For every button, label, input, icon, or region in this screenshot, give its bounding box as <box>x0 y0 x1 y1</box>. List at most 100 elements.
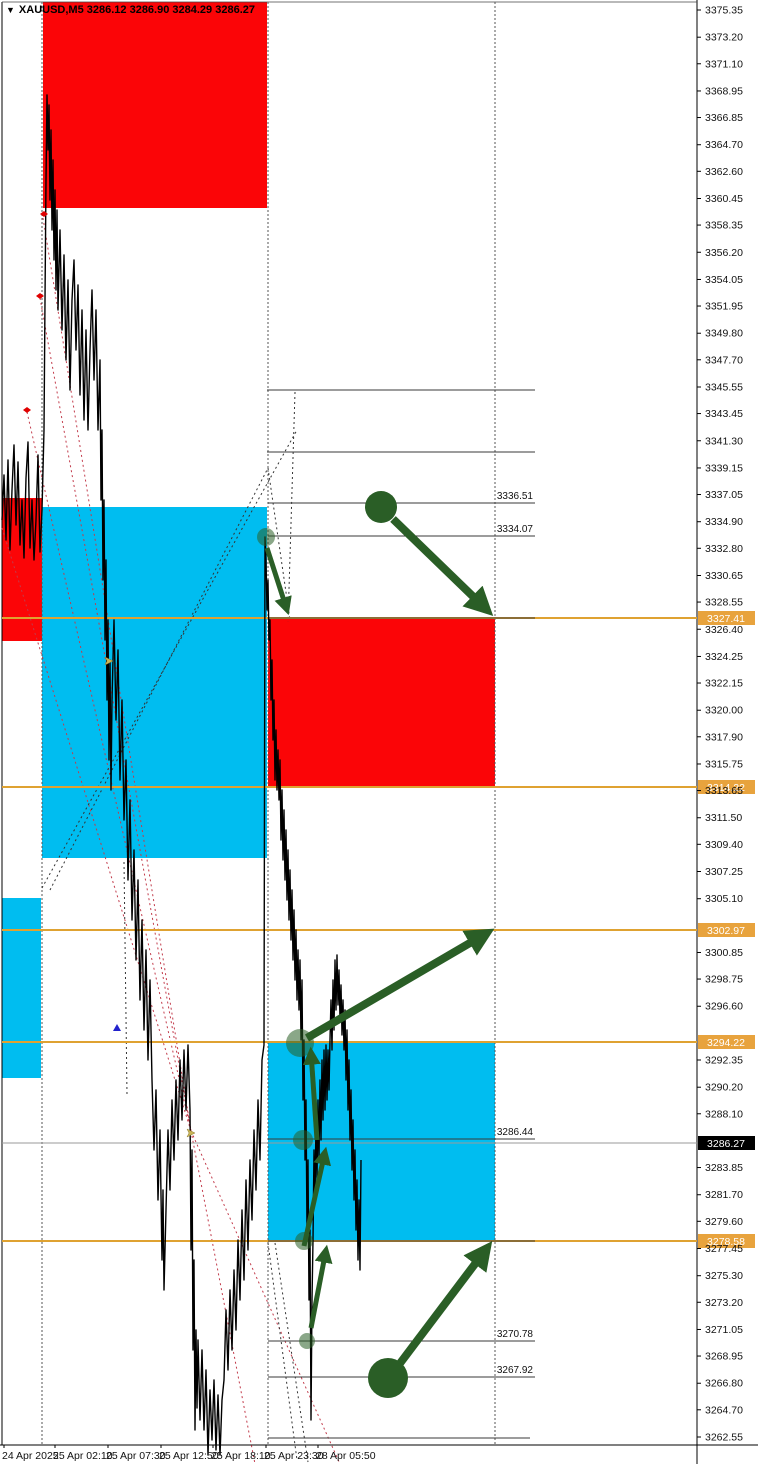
trendline-dotted-black[interactable] <box>123 861 128 1096</box>
price-axis-label: 3275.30 <box>705 1270 743 1282</box>
entry-point-dot[interactable] <box>368 1358 408 1398</box>
price-axis-label: 3368.95 <box>705 85 743 97</box>
price-axis-label: 3281.70 <box>705 1189 743 1201</box>
price-axis-label: 3307.25 <box>705 866 743 878</box>
trendline-dotted-black[interactable] <box>267 467 291 621</box>
entry-point-dot[interactable] <box>365 491 397 523</box>
trade-direction-arrow-small[interactable] <box>301 1146 332 1247</box>
entry-point-dot[interactable] <box>286 1029 314 1057</box>
target-price-label: 3334.07 <box>497 524 534 535</box>
price-axis-label: 3332.80 <box>705 543 743 555</box>
trendline-dotted-red[interactable] <box>1 527 192 1132</box>
price-axis-label: 3343.45 <box>705 408 743 420</box>
price-axis-label: 3283.85 <box>705 1162 743 1174</box>
level-price-label: 3302.97 <box>707 925 745 937</box>
supply-zone[interactable] <box>268 618 495 787</box>
price-axis-label: 3277.45 <box>705 1243 743 1255</box>
price-axis-label: 3341.30 <box>705 435 743 447</box>
entry-point-dot[interactable] <box>299 1333 315 1349</box>
current-price-label: 3286.27 <box>707 1138 745 1150</box>
trendline-dotted-red[interactable] <box>190 1130 256 1464</box>
target-price-label: 3267.92 <box>497 1365 534 1376</box>
trendline-dotted-red[interactable] <box>42 217 192 1132</box>
price-axis-label: 3300.85 <box>705 947 743 959</box>
price-axis-label: 3366.85 <box>705 112 743 124</box>
fractal-marker-icon <box>186 1128 196 1138</box>
price-axis-label: 3309.40 <box>705 839 743 851</box>
price-axis-label: 3313.65 <box>705 785 743 797</box>
entry-point-dot[interactable] <box>295 1232 313 1250</box>
demand-zone[interactable] <box>42 507 267 858</box>
time-axis-label: 25 Apr 02:10 <box>53 1450 113 1462</box>
price-axis-label: 3292.35 <box>705 1055 743 1067</box>
time-axis-label: 28 Apr 05:50 <box>316 1450 376 1462</box>
price-axis-label: 3337.05 <box>705 489 743 501</box>
price-axis-label: 3288.10 <box>705 1108 743 1120</box>
trade-direction-arrow[interactable] <box>304 928 495 1042</box>
price-axis-label: 3317.90 <box>705 731 743 743</box>
price-axis-label: 3356.20 <box>705 247 743 259</box>
entry-point-dot[interactable] <box>293 1130 313 1150</box>
price-axis-label: 3320.00 <box>705 705 743 717</box>
level-price-label-bg <box>698 1035 755 1049</box>
level-price-label-bg <box>698 611 755 625</box>
price-axis-label: 3266.80 <box>705 1378 743 1390</box>
time-axis-label: 24 Apr 2025 <box>2 1450 59 1462</box>
trendline-dotted-red[interactable] <box>39 297 192 1132</box>
price-axis-label: 3358.35 <box>705 220 743 232</box>
price-axis-label: 3290.20 <box>705 1082 743 1094</box>
current-price-label-bg <box>698 1136 755 1150</box>
fractal-marker-icon <box>104 656 114 666</box>
price-axis-label: 3373.20 <box>705 32 743 44</box>
target-price-label: 3336.51 <box>497 491 534 502</box>
trade-direction-arrow-small[interactable] <box>264 547 292 616</box>
price-axis-label: 3322.15 <box>705 678 743 690</box>
price-axis-label: 3371.10 <box>705 58 743 70</box>
price-axis-label: 3305.10 <box>705 893 743 905</box>
price-axis-label: 3324.25 <box>705 651 743 663</box>
buy-signal-icon <box>113 1024 121 1031</box>
price-bars-path <box>1 94 362 1456</box>
price-axis-label: 3268.95 <box>705 1351 743 1363</box>
level-price-label: 3294.22 <box>707 1037 745 1049</box>
price-axis-label: 3334.90 <box>705 516 743 528</box>
demand-zone[interactable] <box>2 898 41 1078</box>
sell-signal-icon <box>36 293 44 299</box>
level-price-label: 3327.41 <box>707 613 745 625</box>
trendline-dotted-black[interactable] <box>287 391 296 623</box>
price-axis-label: 3351.95 <box>705 301 743 313</box>
price-axis-label: 3354.05 <box>705 274 743 286</box>
chevron-down-icon[interactable]: ▼ <box>6 5 15 15</box>
price-axis-label: 3264.70 <box>705 1404 743 1416</box>
level-price-label-bg <box>698 780 755 794</box>
time-axis-label: 25 Apr 18:10 <box>211 1450 271 1462</box>
price-axis-label: 3279.60 <box>705 1216 743 1228</box>
price-axis-label: 3345.55 <box>705 381 743 393</box>
price-axis-label: 3349.80 <box>705 328 743 340</box>
trendline-dotted-red[interactable] <box>190 1130 341 1464</box>
price-axis-label: 3326.40 <box>705 624 743 636</box>
price-axis-label: 3271.05 <box>705 1324 743 1336</box>
level-price-label-bg <box>698 923 755 937</box>
sell-signal-icon <box>23 407 31 413</box>
level-price-label: 3278.58 <box>707 1236 745 1248</box>
trade-direction-arrow-small[interactable] <box>302 1046 321 1141</box>
trendline-dotted-black[interactable] <box>267 1242 298 1461</box>
trendline-dotted-black[interactable] <box>41 429 298 889</box>
trendline-dotted-black[interactable] <box>49 467 269 891</box>
supply-zone[interactable] <box>43 2 267 208</box>
time-axis-label: 25 Apr 12:50 <box>159 1450 219 1462</box>
target-price-label: 3270.78 <box>497 1329 534 1340</box>
symbol-ohlc-label: XAUUSD,M5 3286.12 3286.90 3284.29 3286.2… <box>18 4 255 16</box>
trendline-dotted-black[interactable] <box>274 1242 309 1463</box>
trade-direction-arrow[interactable] <box>394 1241 493 1369</box>
entry-point-dot[interactable] <box>257 528 275 546</box>
price-axis-label: 3296.60 <box>705 1001 743 1013</box>
price-axis-label: 3328.55 <box>705 597 743 609</box>
price-axis-label: 3262.55 <box>705 1432 743 1444</box>
price-axis-label: 3375.35 <box>705 5 743 17</box>
trade-direction-arrow[interactable] <box>390 516 494 617</box>
trade-direction-arrow-small[interactable] <box>308 1244 333 1329</box>
